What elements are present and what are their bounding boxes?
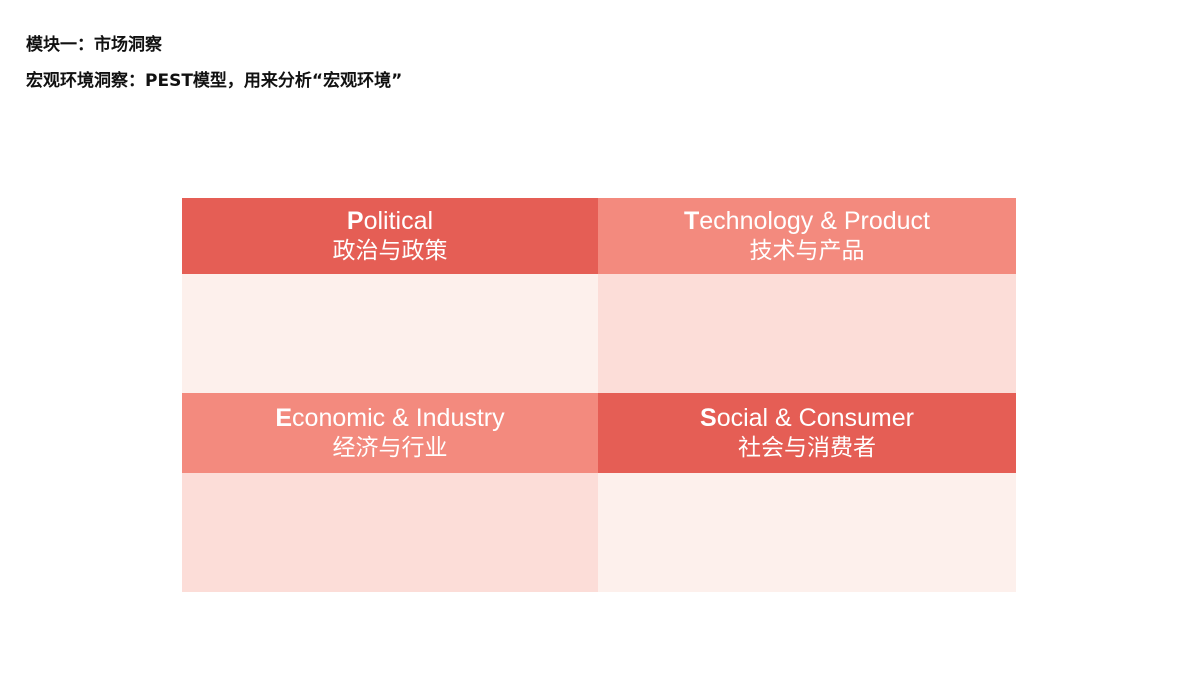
pest-grid: Political 政治与政策 Technology & Product 技术与… [182, 198, 1016, 592]
technology-header: Technology & Product 技术与产品 [598, 198, 1016, 274]
economic-label-zh: 经济与行业 [332, 435, 448, 461]
political-initial: P [346, 207, 364, 235]
section-subtitle: 宏观环境洞察：PEST模型，用来分析“宏观环境” [26, 71, 403, 91]
political-label-zh: 政治与政策 [332, 238, 448, 264]
political-body [182, 274, 598, 393]
social-body [598, 473, 1016, 592]
economic-initial: E [275, 404, 293, 432]
social-header: Social & Consumer 社会与消费者 [598, 393, 1016, 473]
technology-label-zh: 技术与产品 [749, 238, 865, 264]
technology-body [598, 274, 1016, 393]
social-label-zh: 社会与消费者 [738, 435, 876, 461]
economic-label: conomic & Industry [292, 404, 505, 432]
social-initial: S [700, 404, 717, 432]
technology-label: echnology & Product [699, 207, 930, 235]
political-header: Political 政治与政策 [182, 198, 598, 274]
economic-body [182, 473, 598, 592]
module-title: 模块一：市场洞察 [26, 35, 162, 55]
political-label: olitical [363, 207, 434, 235]
economic-header: Economic & Industry 经济与行业 [182, 393, 598, 473]
social-label: ocial & Consumer [716, 404, 914, 432]
technology-initial: T [684, 207, 700, 235]
